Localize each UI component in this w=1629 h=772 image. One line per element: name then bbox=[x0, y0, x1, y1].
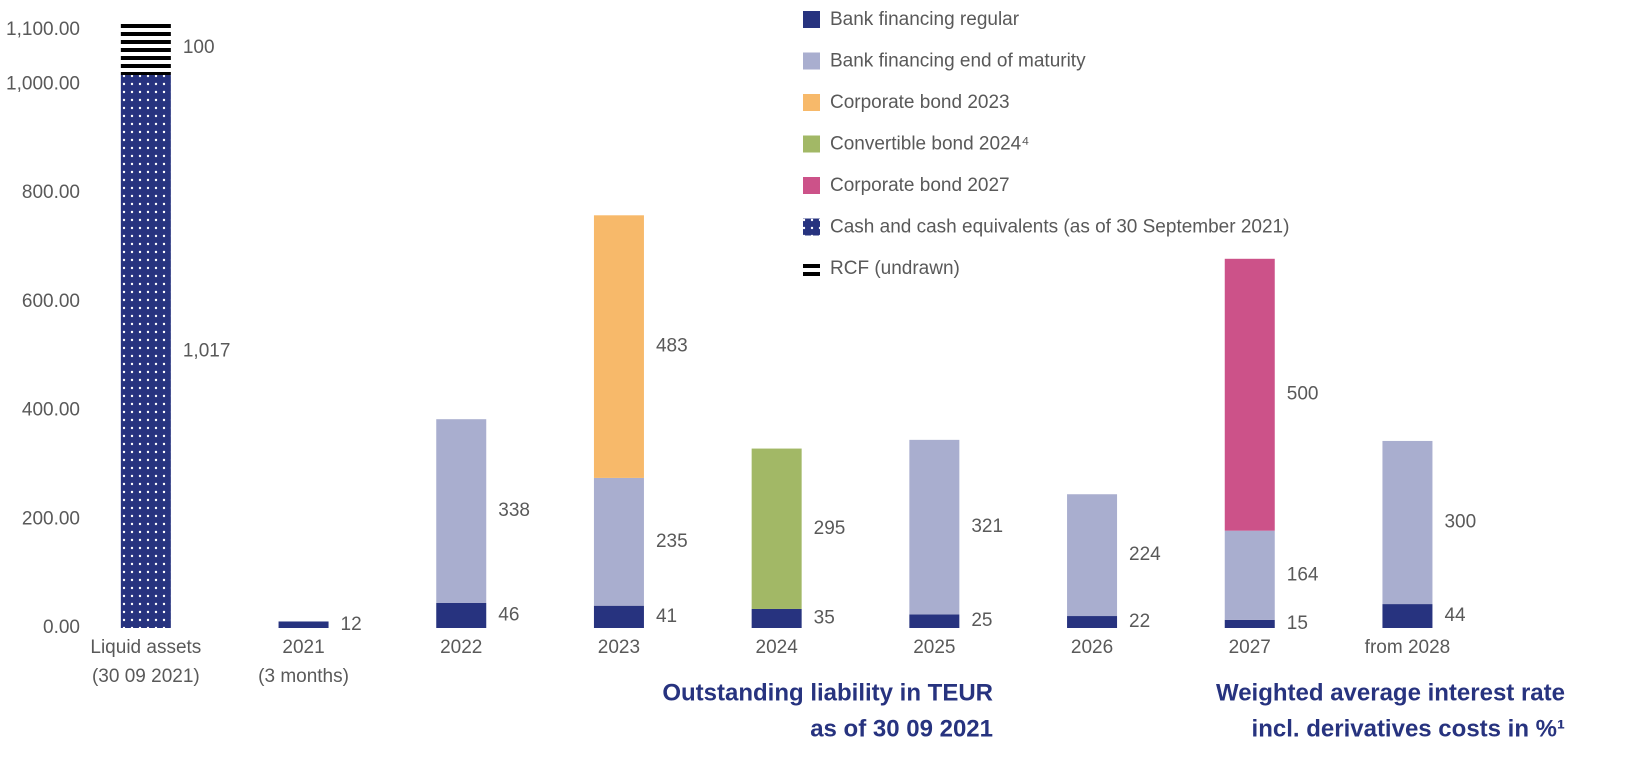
bar-segment bbox=[1067, 494, 1118, 617]
data-label: 164 bbox=[1287, 564, 1319, 585]
data-label: 1,017 bbox=[183, 341, 231, 362]
annotation: as of 30 09 2021 bbox=[810, 715, 993, 742]
data-label: 338 bbox=[498, 500, 530, 521]
bar-segment bbox=[278, 621, 329, 628]
y-tick-label: 400.00 bbox=[22, 400, 80, 421]
x-tick-label: (3 months) bbox=[258, 666, 349, 687]
bar-segment bbox=[1382, 604, 1433, 628]
bar-segment bbox=[436, 419, 487, 603]
x-tick-label: Liquid assets bbox=[90, 637, 201, 658]
data-label: 46 bbox=[498, 605, 519, 626]
legend-label: Corporate bond 2023 bbox=[830, 92, 1010, 113]
data-label: 483 bbox=[656, 336, 688, 357]
y-tick-label: 800.00 bbox=[22, 182, 80, 203]
legend-swatch bbox=[803, 52, 820, 70]
data-label: 22 bbox=[1129, 611, 1150, 632]
legend-swatch bbox=[803, 260, 820, 277]
data-label: 12 bbox=[341, 614, 362, 635]
bar-segment bbox=[1382, 440, 1433, 605]
x-tick-label: 2023 bbox=[598, 637, 640, 658]
legend-label: Cash and cash equivalents (as of 30 Sept… bbox=[830, 217, 1289, 238]
data-label: 300 bbox=[1444, 512, 1476, 533]
bar-segment bbox=[436, 602, 487, 628]
annotation: Weighted average interest rate bbox=[1216, 679, 1565, 706]
bar-segment bbox=[120, 20, 171, 76]
bar-segment bbox=[593, 215, 644, 478]
data-label: 321 bbox=[971, 516, 1003, 537]
y-tick-label: 200.00 bbox=[22, 508, 80, 529]
bar-segment bbox=[1224, 258, 1275, 531]
x-tick-label: 2021 bbox=[282, 637, 324, 658]
y-tick-label: 1,100.00 bbox=[6, 19, 80, 40]
bar-segment bbox=[909, 614, 960, 628]
bar-segment bbox=[593, 477, 644, 606]
legend-label: Bank financing end of maturity bbox=[830, 51, 1086, 72]
data-label: 235 bbox=[656, 531, 688, 552]
bar-segment bbox=[1224, 530, 1275, 620]
x-tick-label: from 2028 bbox=[1365, 637, 1451, 658]
data-label: 500 bbox=[1287, 384, 1319, 405]
legend-swatch bbox=[803, 135, 820, 153]
x-tick-label: 2026 bbox=[1071, 637, 1113, 658]
bar-segment bbox=[1067, 616, 1118, 628]
data-label: 15 bbox=[1287, 613, 1308, 634]
legend-label: Corporate bond 2027 bbox=[830, 175, 1010, 196]
bar-segment bbox=[909, 439, 960, 615]
legend-label: RCF (undrawn) bbox=[830, 258, 960, 279]
x-tick-label: (30 09 2021) bbox=[92, 666, 200, 687]
x-tick-label: 2027 bbox=[1229, 637, 1271, 658]
y-tick-label: 600.00 bbox=[22, 291, 80, 312]
legend-swatch bbox=[803, 94, 820, 111]
legend-label: Convertible bond 2024⁴ bbox=[830, 134, 1029, 155]
legend-label: Bank financing regular bbox=[830, 9, 1020, 30]
annotation: Outstanding liability in TEUR bbox=[662, 679, 993, 706]
legend-swatch bbox=[803, 177, 820, 194]
bar-segment bbox=[120, 75, 171, 629]
y-tick-label: 0.00 bbox=[43, 617, 80, 638]
x-tick-label: 2022 bbox=[440, 637, 482, 658]
data-label: 100 bbox=[183, 37, 215, 58]
bar-segment bbox=[593, 605, 644, 628]
legend-swatch bbox=[803, 218, 820, 236]
bar-segment bbox=[751, 448, 802, 609]
x-tick-label: 2025 bbox=[913, 637, 955, 658]
bar-segment bbox=[751, 608, 802, 628]
annotation: incl. derivatives costs in %¹ bbox=[1252, 715, 1565, 742]
data-label: 35 bbox=[814, 608, 835, 629]
data-label: 25 bbox=[971, 610, 992, 631]
data-label: 295 bbox=[814, 518, 846, 539]
legend-swatch bbox=[803, 11, 820, 28]
y-tick-label: 1,000.00 bbox=[6, 73, 80, 94]
x-tick-label: 2024 bbox=[756, 637, 799, 658]
bar-segment bbox=[1224, 619, 1275, 628]
data-label: 224 bbox=[1129, 544, 1161, 565]
data-label: 44 bbox=[1444, 605, 1466, 626]
data-label: 41 bbox=[656, 606, 677, 627]
